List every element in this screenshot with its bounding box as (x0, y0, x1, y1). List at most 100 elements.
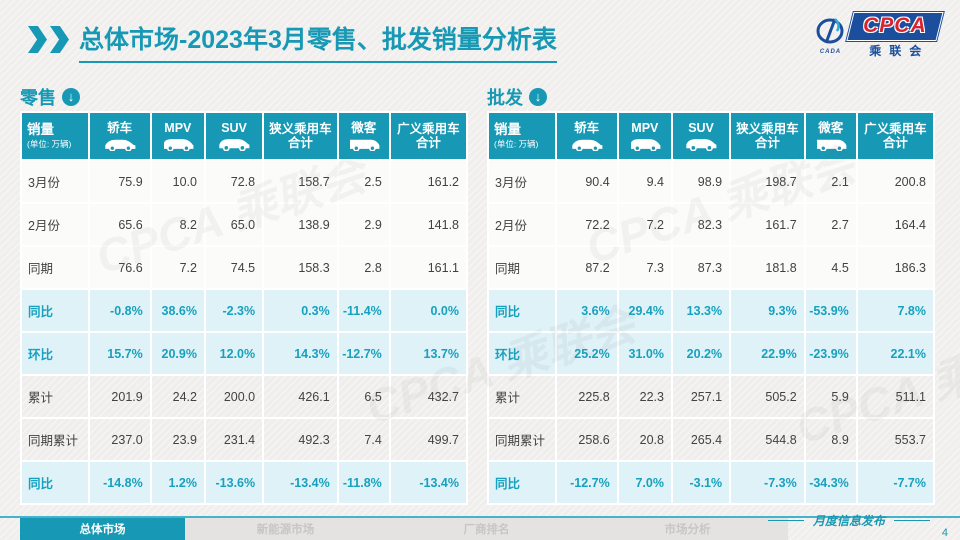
cell-value: 72.2 (556, 204, 617, 245)
cell-value: 82.3 (672, 204, 730, 245)
column-header: 轿车 (89, 113, 150, 159)
table-row: 累计 201.9 24.2 200.0 426.1 6.5 432.7 (22, 376, 466, 417)
row-label: 同比 (22, 290, 88, 331)
cell-value: 20.2% (672, 333, 730, 374)
column-header: 轿车 (556, 113, 617, 159)
cell-value: 198.7 (731, 161, 804, 202)
tab-overall-market[interactable]: 总体市场 (20, 518, 185, 540)
cell-value: 15.7% (89, 333, 150, 374)
cell-value: 22.1% (857, 333, 933, 374)
cell-value: 141.8 (390, 204, 466, 245)
cpca-chinese-label: 乘联会 (869, 44, 930, 58)
cell-value: 257.1 (672, 376, 730, 417)
table-row: 同比 -12.7% 7.0% -3.1% -7.3% -34.3% -7.7% (489, 462, 933, 503)
cell-value: 75.9 (89, 161, 150, 202)
cell-value: 265.4 (672, 419, 730, 460)
down-arrow-circle-icon: ↓ (529, 87, 547, 106)
suv-icon (674, 137, 728, 151)
column-header: 销量 (单位: 万辆) (489, 113, 555, 159)
cell-value: 138.9 (264, 204, 337, 245)
cell-value: 2.8 (338, 247, 389, 288)
cell-value: -34.3% (805, 462, 856, 503)
table-row: 同期累计 237.0 23.9 231.4 492.3 7.4 499.7 (22, 419, 466, 460)
cell-value: 544.8 (731, 419, 804, 460)
column-header: 广义乘用车 合计 (857, 113, 933, 159)
cell-value: 10.0 (151, 161, 204, 202)
cell-value: 158.7 (264, 161, 337, 202)
cell-value: 186.3 (857, 247, 933, 288)
cell-value: 231.4 (205, 419, 263, 460)
table-row: 环比 25.2% 31.0% 20.2% 22.9% -23.9% 22.1% (489, 333, 933, 374)
cell-value: 7.0% (618, 462, 671, 503)
van-icon (807, 137, 855, 151)
column-header: 销量 (单位: 万辆) (22, 113, 88, 159)
table-row: 3月份 75.9 10.0 72.8 158.7 2.5 161.2 (22, 161, 466, 202)
row-label: 2月份 (489, 204, 555, 245)
row-label: 同期 (489, 247, 555, 288)
cell-value: 72.8 (205, 161, 263, 202)
row-label: 同比 (489, 462, 555, 503)
slide-header: 总体市场-2023年3月零售、批发销量分析表 (28, 20, 810, 70)
cell-value: 426.1 (264, 376, 337, 417)
cell-value: 511.1 (857, 376, 933, 417)
cell-value: 5.9 (805, 376, 856, 417)
cell-value: -2.3% (205, 290, 263, 331)
cell-value: 90.4 (556, 161, 617, 202)
column-header: 广义乘用车 合计 (390, 113, 466, 159)
cell-value: 553.7 (857, 419, 933, 460)
cell-value: 7.4 (338, 419, 389, 460)
cell-value: 12.0% (205, 333, 263, 374)
cell-value: 2.1 (805, 161, 856, 202)
cell-value: 0.3% (264, 290, 337, 331)
cell-value: 24.2 (151, 376, 204, 417)
table-row: 同期 87.2 7.3 87.3 181.8 4.5 186.3 (489, 247, 933, 288)
cell-value: 7.8% (857, 290, 933, 331)
cell-value: 158.3 (264, 247, 337, 288)
header-row: 销量 (单位: 万辆) 轿车 MPV SUV 狭义乘用车 合计 微客 广义乘用车 合计 (489, 113, 933, 159)
table-row: 2月份 65.6 8.2 65.0 138.9 2.9 141.8 (22, 204, 466, 245)
cell-value: 3.6% (556, 290, 617, 331)
table-row: 3月份 90.4 9.4 98.9 198.7 2.1 200.8 (489, 161, 933, 202)
cell-value: 31.0% (618, 333, 671, 374)
retail-table: 销量 (单位: 万辆) 轿车 MPV SUV 狭义乘用车 合计 微客 广义乘用车 合计 3月份 75… (20, 111, 468, 505)
mpv-icon (620, 137, 670, 151)
page-title-main: 总体市场 (79, 26, 180, 54)
cell-value: -13.4% (390, 462, 466, 503)
cell-value: 98.9 (672, 161, 730, 202)
cell-value: 492.3 (264, 419, 337, 460)
cell-value: 6.5 (338, 376, 389, 417)
cell-value: 22.9% (731, 333, 804, 374)
tab-oem-ranking[interactable]: 厂商排名 (386, 518, 587, 540)
cell-value: -14.8% (89, 462, 150, 503)
retail-section-header: 零售 ↓ (20, 84, 468, 109)
row-label: 累计 (489, 376, 555, 417)
cell-value: 200.8 (857, 161, 933, 202)
section-title: 批发 (487, 87, 523, 108)
cell-value: 65.0 (205, 204, 263, 245)
cell-value: 9.4 (618, 161, 671, 202)
cada-label: CADA (819, 48, 842, 55)
cell-value: -11.4% (338, 290, 389, 331)
page-title-rest: -2023年3月零售、批发销量分析表 (179, 26, 557, 54)
row-label: 累计 (22, 376, 88, 417)
double-chevron-icon (28, 26, 69, 53)
cell-value: 23.9 (151, 419, 204, 460)
cell-value: 8.2 (151, 204, 204, 245)
row-label: 环比 (489, 333, 555, 374)
column-header: 狭义乘用车 合计 (731, 113, 804, 159)
section-title: 零售 (20, 87, 56, 108)
cell-value: 161.7 (731, 204, 804, 245)
cell-value: 432.7 (390, 376, 466, 417)
cell-value: 13.3% (672, 290, 730, 331)
tab-market-analysis[interactable]: 市场分析 (587, 518, 788, 540)
cell-value: 0.0% (390, 290, 466, 331)
table-row: 同比 -0.8% 38.6% -2.3% 0.3% -11.4% 0.0% (22, 290, 466, 331)
footer-accent-line (0, 516, 960, 518)
tab-nev-market[interactable]: 新能源市场 (185, 518, 386, 540)
cell-value: -23.9% (805, 333, 856, 374)
row-label: 同期 (22, 247, 88, 288)
cell-value: 29.4% (618, 290, 671, 331)
row-label: 同比 (489, 290, 555, 331)
cell-value: -11.8% (338, 462, 389, 503)
retail-table-section: 零售 ↓ 销量 (单位: 万辆) 轿车 MPV SUV 狭义乘用车 合计 微客 广义乘用车 合计 … (20, 84, 468, 505)
